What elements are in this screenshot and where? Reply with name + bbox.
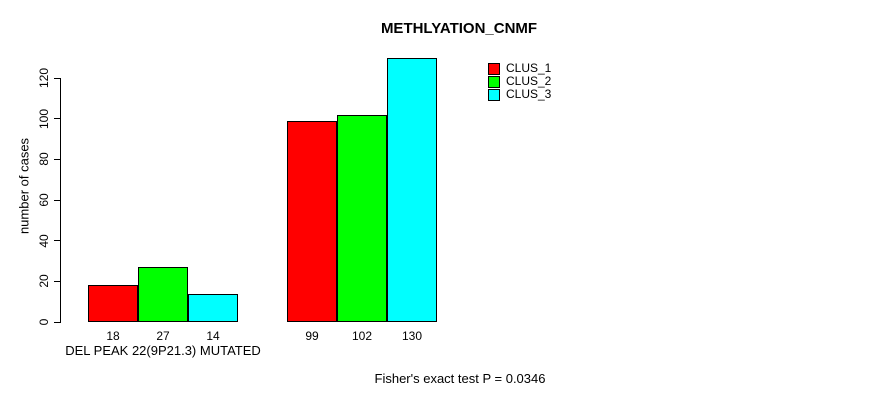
y-tick-60 <box>54 199 60 201</box>
legend-swatch-clus_1 <box>488 62 500 75</box>
legend: CLUS_1 CLUS_2 CLUS_3 <box>488 62 551 101</box>
y-tick-120 <box>54 77 60 79</box>
legend-label-clus_2: CLUS_2 <box>506 74 552 88</box>
bar-clus_3-group2 <box>387 57 437 322</box>
bar-clus_1-group2 <box>287 120 337 322</box>
bar-value-label-clus_2-group2: 102 <box>351 329 373 343</box>
bar-clus_2-group2 <box>337 114 387 322</box>
legend-item-clus_1: CLUS_1 <box>488 62 551 75</box>
y-tick-20 <box>54 280 60 282</box>
y-tick-label-80: 80 <box>37 152 51 167</box>
legend-item-clus_3: CLUS_3 <box>488 88 551 101</box>
y-tick-0 <box>54 321 60 323</box>
bar-clus_1-group1 <box>88 285 138 322</box>
legend-label-clus_3: CLUS_3 <box>506 87 552 101</box>
bar-value-label-clus_3-group2: 130 <box>401 329 423 343</box>
y-tick-label-0: 0 <box>37 318 51 326</box>
y-tick-80 <box>54 158 60 160</box>
y-axis-line <box>60 78 61 323</box>
fisher-test-annotation: Fisher's exact test P = 0.0346 <box>374 371 546 386</box>
y-axis-label: number of cases <box>16 137 32 235</box>
y-tick-40 <box>54 240 60 242</box>
y-tick-label-120: 120 <box>37 67 51 89</box>
legend-swatch-clus_3 <box>488 88 500 101</box>
legend-swatch-clus_2 <box>488 75 500 88</box>
y-tick-100 <box>54 118 60 120</box>
y-tick-label-20: 20 <box>37 274 51 289</box>
y-tick-label-100: 100 <box>37 108 51 129</box>
y-tick-label-60: 60 <box>37 193 51 207</box>
legend-label-clus_1: CLUS_1 <box>506 61 552 75</box>
bar-clus_2-group1 <box>138 267 188 322</box>
y-tick-label-40: 40 <box>37 233 51 248</box>
bar-value-label-clus_3-group1: 14 <box>206 329 220 343</box>
chart-title: METHLYATION_CNMF <box>380 20 538 37</box>
bar-value-label-clus_1-group1: 18 <box>106 329 120 343</box>
bar-value-label-clus_2-group1: 27 <box>156 329 170 343</box>
group-label-1: DEL PEAK 22(9P21.3) MUTATED <box>65 343 261 358</box>
bar-clus_3-group1 <box>188 293 238 322</box>
bar-value-label-clus_1-group2: 99 <box>305 329 319 343</box>
legend-item-clus_2: CLUS_2 <box>488 75 551 88</box>
